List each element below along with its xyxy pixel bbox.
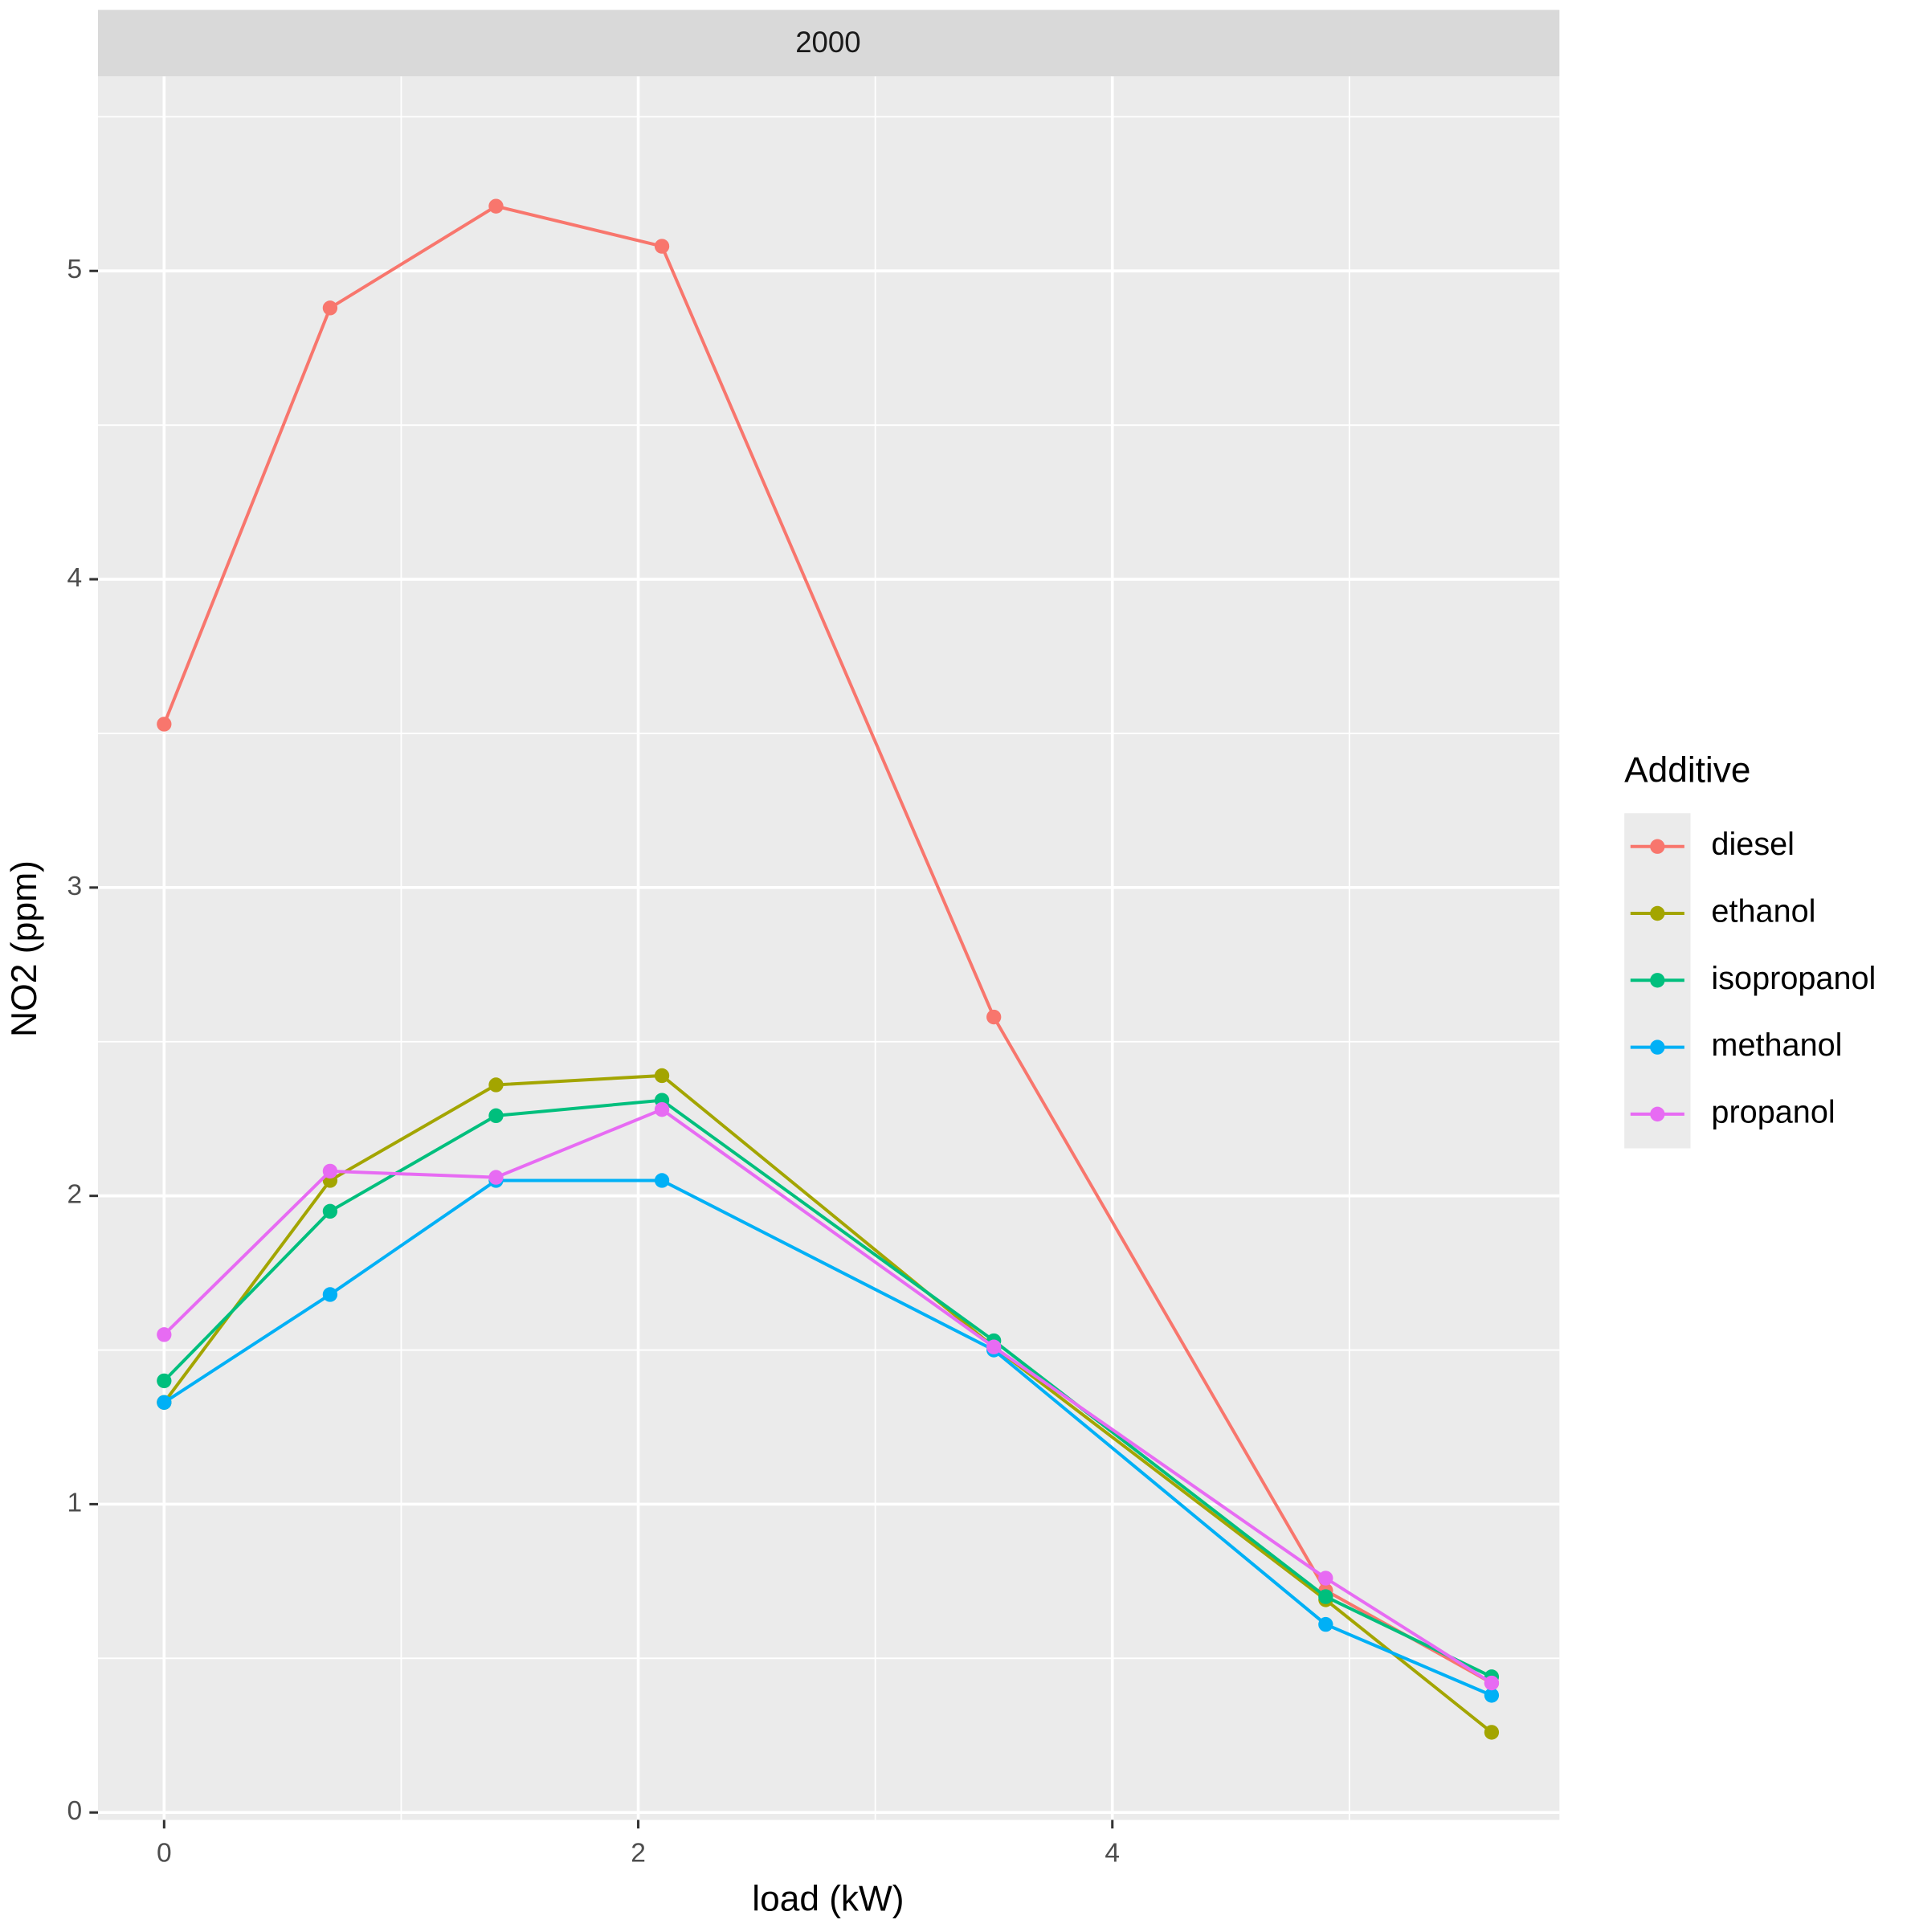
data-point bbox=[322, 300, 338, 316]
data-point bbox=[488, 198, 504, 214]
data-point bbox=[1484, 1725, 1500, 1740]
data-point bbox=[1318, 1571, 1333, 1586]
legend-label: ethanol bbox=[1711, 893, 1815, 929]
data-point bbox=[654, 1173, 670, 1188]
legend-label: propanol bbox=[1711, 1094, 1835, 1129]
data-point bbox=[157, 717, 172, 732]
data-point bbox=[1484, 1675, 1500, 1691]
y-axis-title: NO2 (ppm) bbox=[5, 860, 44, 1037]
data-point bbox=[1484, 1688, 1500, 1703]
data-point bbox=[986, 1009, 1002, 1025]
legend-key-point bbox=[1650, 1106, 1665, 1122]
data-point bbox=[157, 1373, 172, 1389]
legend-title: Additive bbox=[1624, 750, 1750, 790]
data-point bbox=[488, 1077, 504, 1093]
data-point bbox=[488, 1108, 504, 1124]
data-point bbox=[654, 239, 670, 254]
legend-label: isopropanol bbox=[1711, 961, 1876, 996]
x-tick-label: 0 bbox=[157, 1838, 172, 1868]
data-point bbox=[157, 1395, 172, 1410]
legend-key-point bbox=[1650, 839, 1665, 854]
strip-label: 2000 bbox=[795, 26, 860, 59]
data-point bbox=[1318, 1589, 1333, 1604]
y-tick-label: 0 bbox=[67, 1796, 83, 1826]
legend-label: diesel bbox=[1711, 827, 1795, 862]
data-point bbox=[322, 1203, 338, 1219]
y-tick-label: 3 bbox=[67, 872, 83, 901]
x-tick-label: 2 bbox=[631, 1838, 646, 1868]
data-point bbox=[488, 1170, 504, 1185]
data-point bbox=[1318, 1616, 1333, 1632]
legend-key-point bbox=[1650, 905, 1665, 921]
data-point bbox=[157, 1327, 172, 1342]
y-tick-label: 2 bbox=[67, 1179, 83, 1209]
legend-key-point bbox=[1650, 1040, 1665, 1055]
y-tick-label: 1 bbox=[67, 1488, 83, 1517]
x-tick-label: 4 bbox=[1105, 1838, 1120, 1868]
data-point bbox=[654, 1068, 670, 1084]
x-axis-title: load (kW) bbox=[752, 1879, 904, 1918]
data-point bbox=[322, 1163, 338, 1179]
y-tick-label: 4 bbox=[67, 563, 83, 593]
y-tick-label: 5 bbox=[67, 255, 83, 284]
data-point bbox=[654, 1101, 670, 1117]
plot-panel bbox=[98, 76, 1560, 1820]
data-point bbox=[986, 1339, 1002, 1354]
legend-key-point bbox=[1650, 973, 1665, 988]
strip bbox=[98, 10, 1560, 77]
legend-label: methanol bbox=[1711, 1027, 1842, 1063]
data-point bbox=[322, 1287, 338, 1302]
